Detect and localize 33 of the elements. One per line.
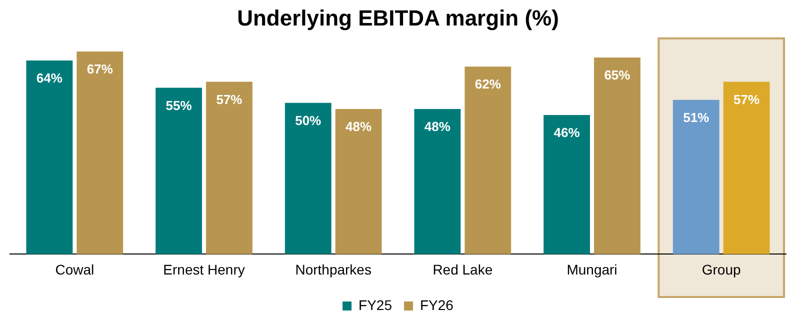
data-label: 46% bbox=[554, 125, 580, 140]
x-tick-label: Red Lake bbox=[432, 261, 493, 278]
legend-label: FY25 bbox=[358, 296, 392, 313]
data-label: 57% bbox=[734, 92, 760, 107]
bar bbox=[594, 58, 640, 254]
data-label: 65% bbox=[604, 68, 631, 83]
data-label: 55% bbox=[166, 98, 192, 113]
bar bbox=[206, 82, 252, 254]
data-label: 51% bbox=[683, 110, 710, 125]
data-label: 48% bbox=[346, 119, 372, 134]
bar bbox=[76, 51, 124, 254]
bar bbox=[284, 102, 332, 254]
bar bbox=[672, 100, 720, 254]
legend-label: FY26 bbox=[420, 296, 454, 313]
x-tick-label: Group bbox=[702, 261, 741, 278]
x-tick-label: Mungari bbox=[566, 261, 618, 278]
bar bbox=[414, 108, 461, 254]
data-label: 67% bbox=[86, 62, 114, 77]
x-tick-label: Cowal bbox=[55, 261, 94, 278]
data-label: 48% bbox=[424, 119, 451, 134]
data-label: 50% bbox=[295, 112, 322, 128]
bar bbox=[335, 108, 382, 254]
bar bbox=[26, 60, 73, 254]
data-label: 62% bbox=[474, 76, 502, 92]
bar bbox=[464, 66, 512, 254]
x-tick-label: Northparkes bbox=[295, 261, 372, 278]
chart-title: Underlying EBITDA margin (%) bbox=[237, 5, 559, 30]
bar bbox=[156, 88, 202, 254]
bar bbox=[723, 82, 770, 254]
data-label: 57% bbox=[216, 92, 243, 107]
x-tick-label: Ernest Henry bbox=[163, 261, 245, 278]
bar bbox=[544, 115, 590, 254]
data-label: 64% bbox=[36, 70, 63, 86]
